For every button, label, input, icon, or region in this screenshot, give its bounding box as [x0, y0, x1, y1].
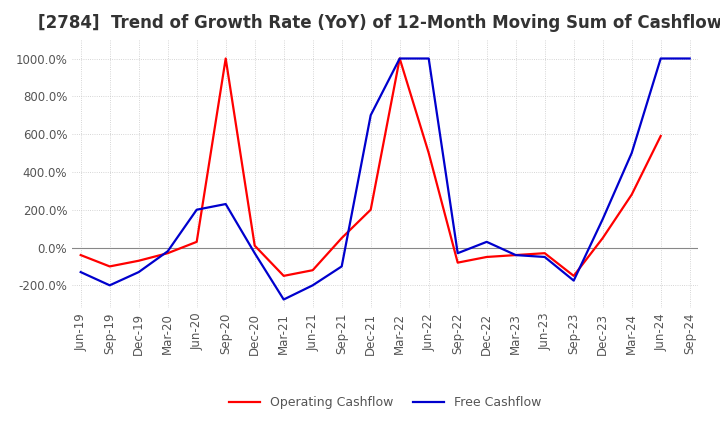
Free Cashflow: [192, 207, 201, 213]
Operating Cashflow: [76, 253, 85, 258]
Operating Cashflow: [598, 235, 607, 241]
Operating Cashflow: [221, 56, 230, 61]
Operating Cashflow: [366, 207, 375, 213]
Free Cashflow: [395, 56, 404, 61]
Legend: Operating Cashflow, Free Cashflow: Operating Cashflow, Free Cashflow: [224, 392, 546, 414]
Free Cashflow: [279, 297, 288, 302]
Free Cashflow: [135, 269, 143, 275]
Free Cashflow: [482, 239, 491, 245]
Free Cashflow: [541, 254, 549, 260]
Free Cashflow: [105, 282, 114, 288]
Operating Cashflow: [657, 133, 665, 139]
Operating Cashflow: [279, 273, 288, 279]
Operating Cashflow: [424, 150, 433, 156]
Free Cashflow: [685, 56, 694, 61]
Title: [2784]  Trend of Growth Rate (YoY) of 12-Month Moving Sum of Cashflows: [2784] Trend of Growth Rate (YoY) of 12-…: [38, 15, 720, 33]
Free Cashflow: [163, 249, 172, 254]
Operating Cashflow: [251, 243, 259, 248]
Free Cashflow: [221, 202, 230, 207]
Operating Cashflow: [192, 239, 201, 245]
Line: Operating Cashflow: Operating Cashflow: [81, 59, 661, 276]
Free Cashflow: [424, 56, 433, 61]
Free Cashflow: [454, 250, 462, 256]
Operating Cashflow: [627, 192, 636, 197]
Free Cashflow: [308, 282, 317, 288]
Operating Cashflow: [338, 235, 346, 241]
Line: Free Cashflow: Free Cashflow: [81, 59, 690, 300]
Free Cashflow: [511, 253, 520, 258]
Operating Cashflow: [454, 260, 462, 265]
Free Cashflow: [570, 278, 578, 283]
Operating Cashflow: [511, 253, 520, 258]
Operating Cashflow: [482, 254, 491, 260]
Free Cashflow: [338, 264, 346, 269]
Operating Cashflow: [135, 258, 143, 264]
Free Cashflow: [366, 113, 375, 118]
Free Cashflow: [627, 150, 636, 156]
Operating Cashflow: [163, 250, 172, 256]
Operating Cashflow: [541, 250, 549, 256]
Free Cashflow: [76, 269, 85, 275]
Free Cashflow: [251, 250, 259, 256]
Free Cashflow: [657, 56, 665, 61]
Operating Cashflow: [308, 268, 317, 273]
Operating Cashflow: [105, 264, 114, 269]
Operating Cashflow: [570, 273, 578, 279]
Operating Cashflow: [395, 56, 404, 61]
Free Cashflow: [598, 216, 607, 222]
